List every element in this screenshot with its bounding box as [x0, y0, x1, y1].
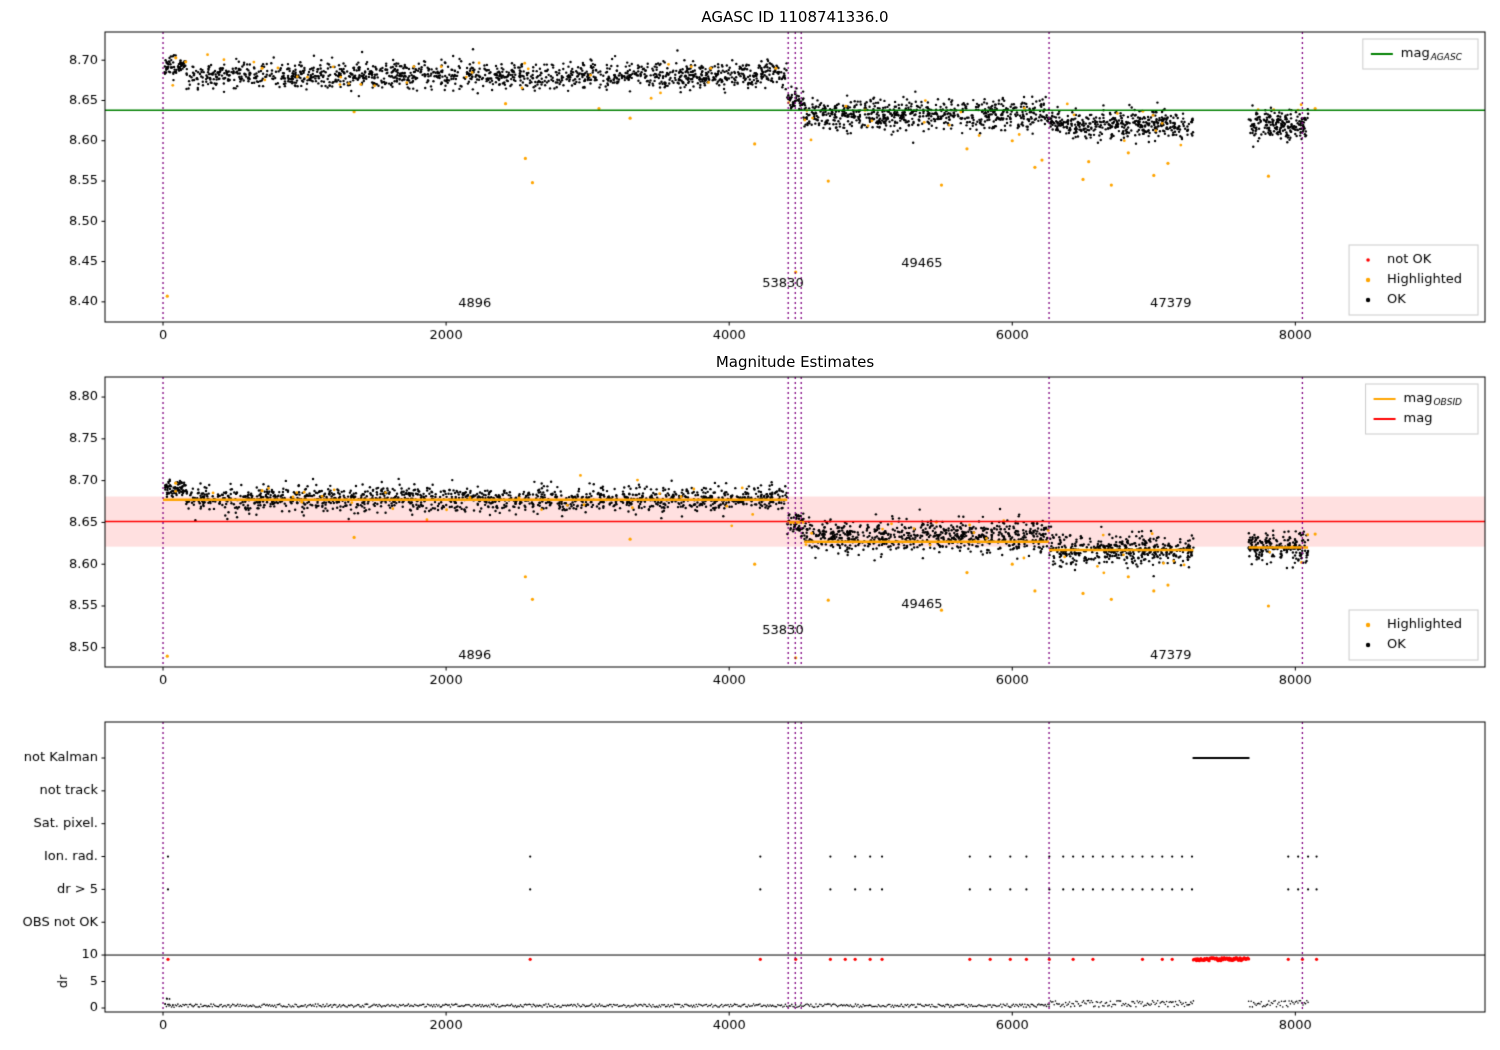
top-chart-title: AGASC ID 1108741336.0 [701, 8, 889, 26]
middle-chart-title: Magnitude Estimates [715, 353, 875, 371]
